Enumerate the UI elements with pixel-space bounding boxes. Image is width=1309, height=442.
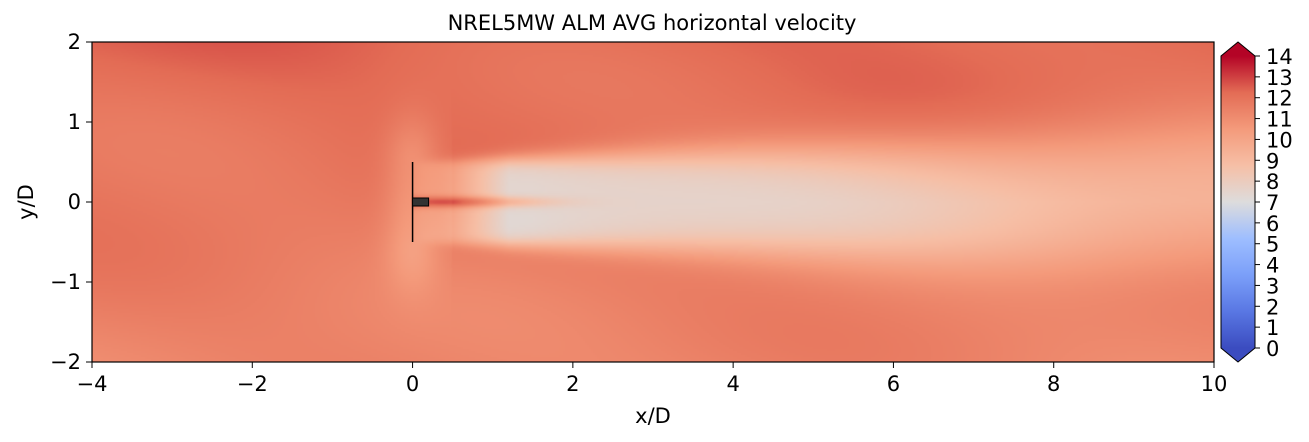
colorbar-tick-label: 4 [1266,254,1279,278]
y-axis: −2 −1 0 1 2 [50,30,92,374]
y-tick-label: 1 [68,110,81,134]
chart-title: NREL5MW ALM AVG horizontal velocity [448,11,857,35]
y-tick-label: −1 [50,270,81,294]
colorbar-tick-label: 13 [1266,66,1293,90]
y-tick-label: 2 [68,30,81,54]
turbine-overlay [411,162,430,242]
velocity-field-image [92,42,1214,362]
x-tick-label: −2 [237,372,268,396]
colorbar-tick-label: 2 [1266,295,1279,319]
colorbar-tick-label: 10 [1266,128,1293,152]
x-tick-label: 10 [1201,372,1228,396]
heatmap-field [92,42,1214,362]
x-tick-label: 0 [406,372,419,396]
colorbar-tick-label: 11 [1266,108,1293,132]
x-tick-label: 6 [887,372,900,396]
colorbar-extend-max [1221,42,1255,56]
colorbar-extend-min [1221,348,1255,362]
colorbar-tick-label: 0 [1266,337,1279,361]
x-tick-label: 4 [726,372,739,396]
x-tick-label: −4 [77,372,108,396]
colorbar-tick-label: 5 [1266,233,1279,257]
x-axis-label: x/D [635,404,671,428]
colorbar-tick-label: 3 [1266,274,1279,298]
colorbar-tick-label: 12 [1266,87,1293,111]
nacelle-rect [412,197,430,207]
x-axis: −4 −2 0 2 4 6 8 10 [77,362,1228,396]
colorbar-tick-label: 1 [1266,316,1279,340]
x-tick-label: 8 [1047,372,1060,396]
y-tick-label: 0 [68,190,81,214]
colorbar-tick-label: 7 [1266,191,1279,215]
colorbar-tick-label: 9 [1266,149,1279,173]
y-axis-label: y/D [14,184,38,220]
colorbar-tick-label: 8 [1266,170,1279,194]
y-tick-label: −2 [50,350,81,374]
colorbar-tick-label: 6 [1266,212,1279,236]
colorbar-tick-label: 14 [1266,45,1293,69]
colorbar-gradient [1221,56,1255,348]
x-tick-label: 2 [566,372,579,396]
